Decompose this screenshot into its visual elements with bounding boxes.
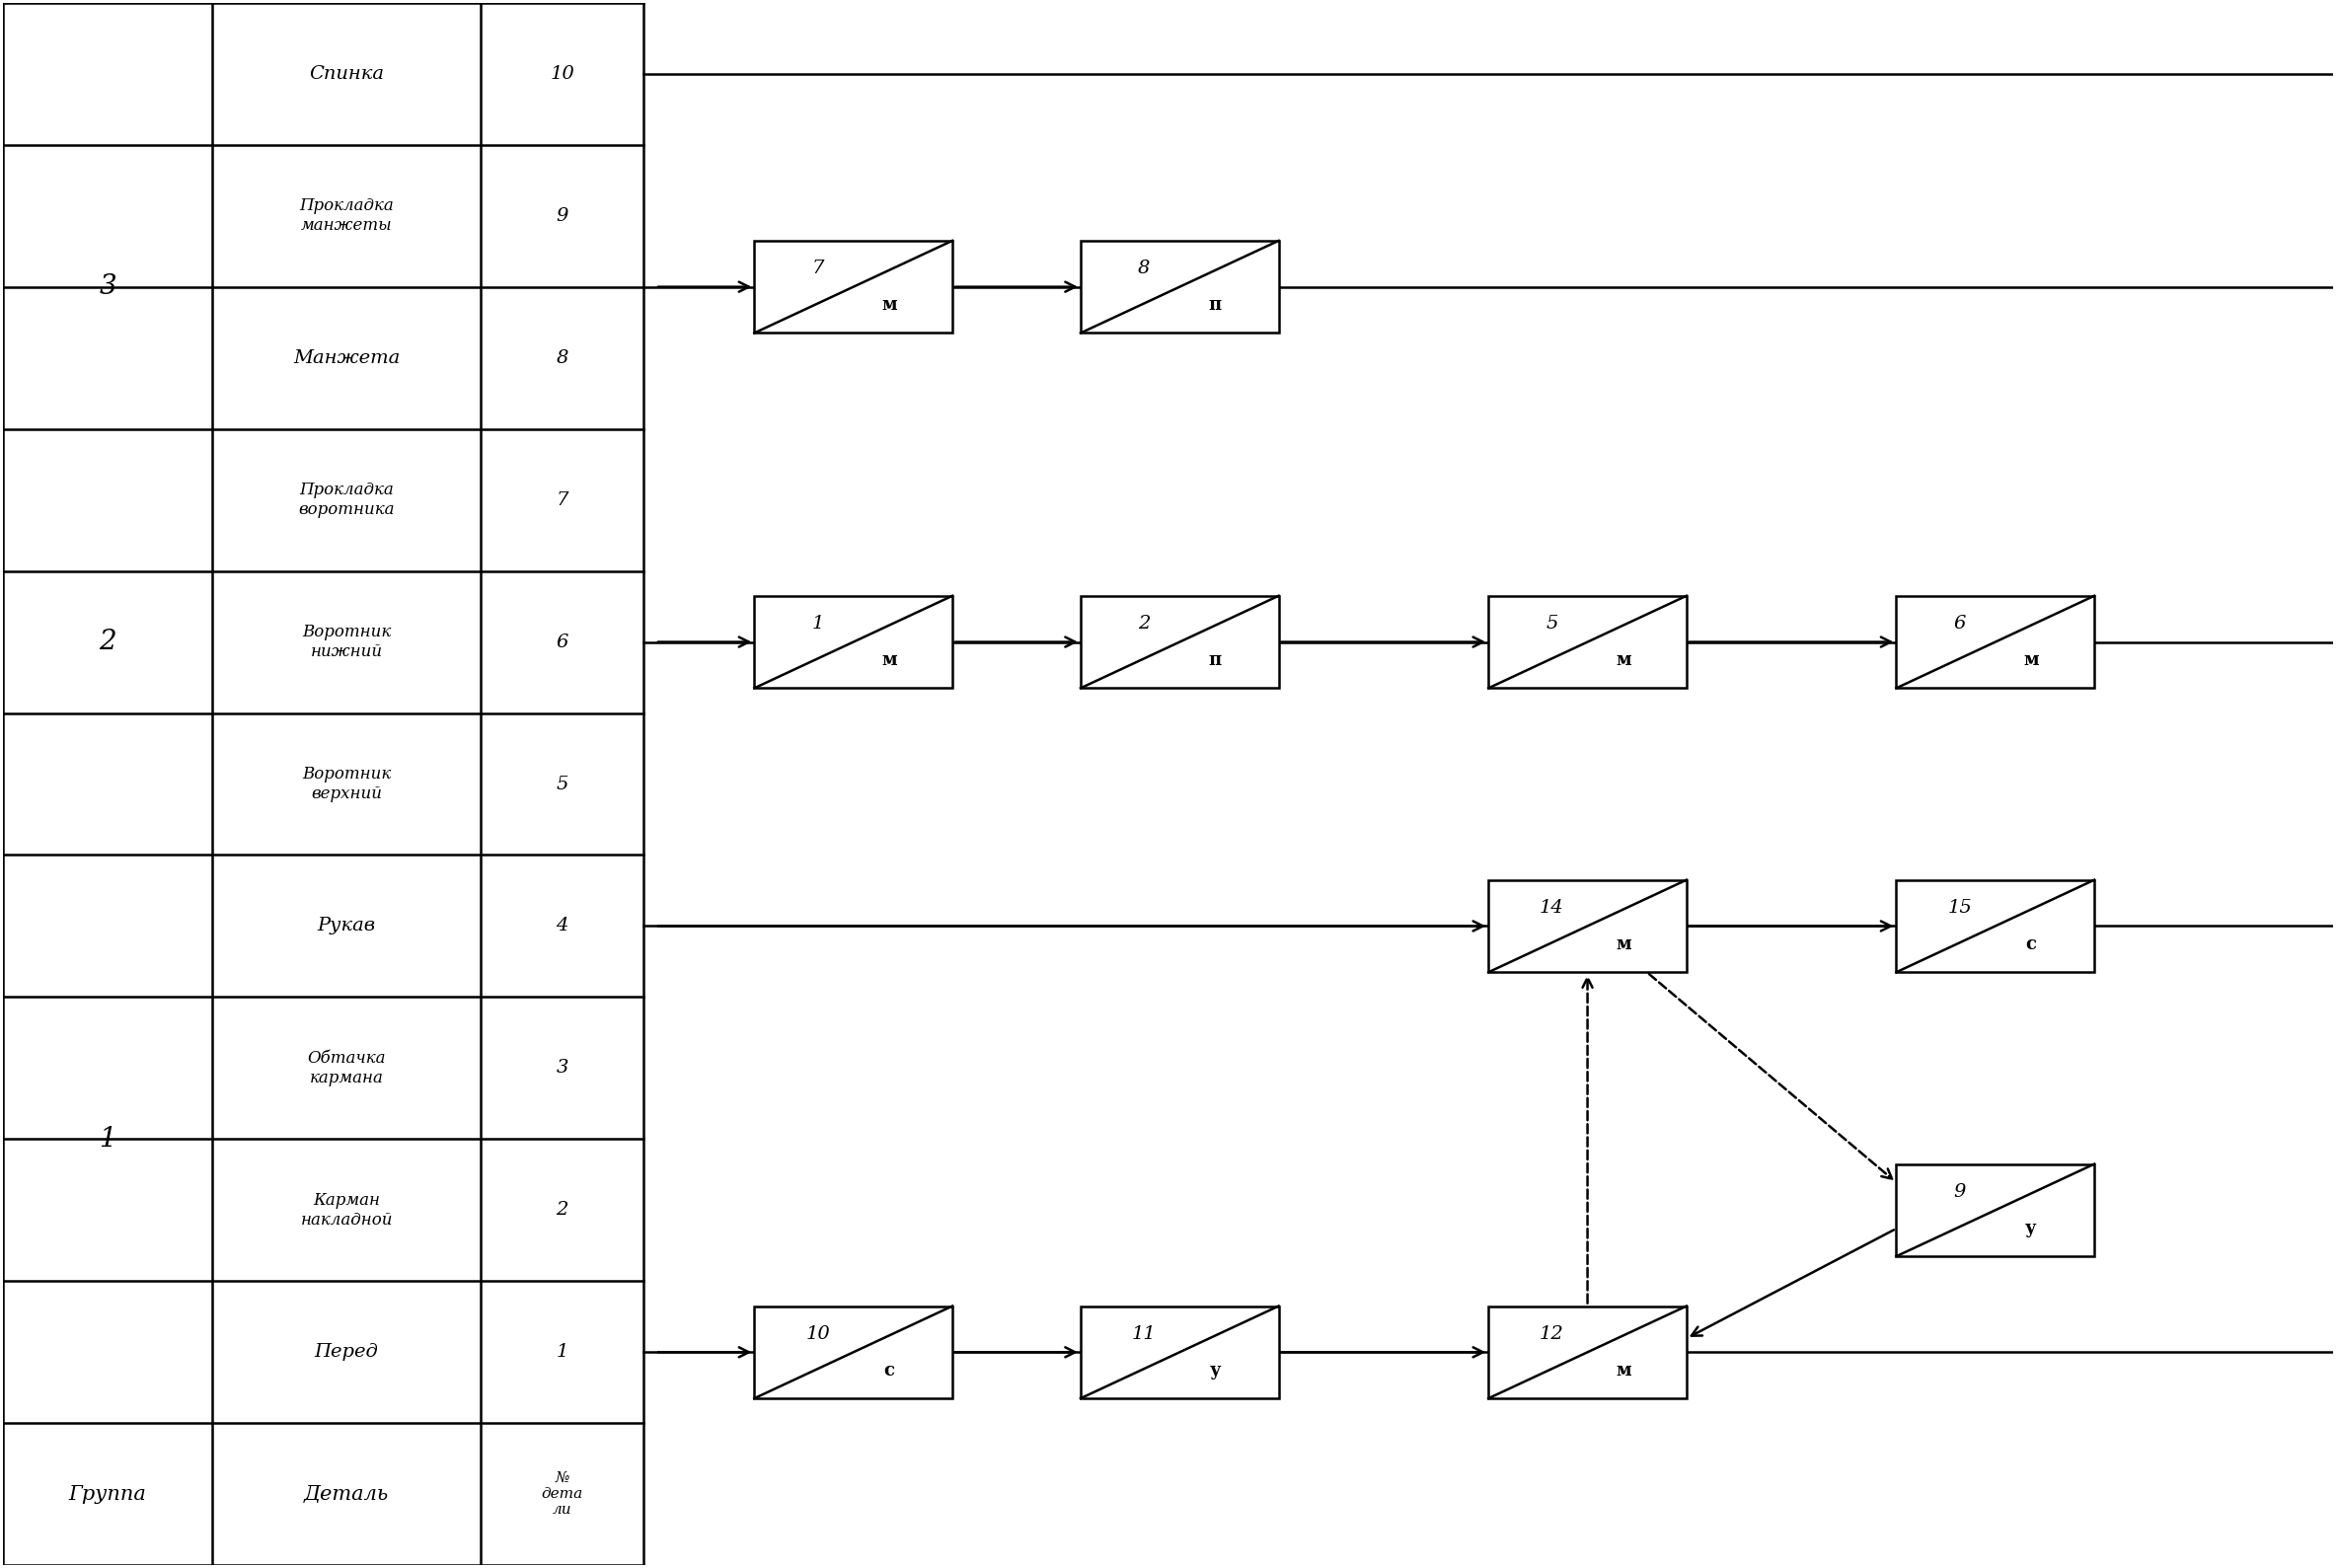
Text: 10: 10: [549, 64, 575, 83]
Text: м: м: [881, 652, 897, 670]
Text: у: у: [2025, 1220, 2037, 1237]
Text: 1: 1: [98, 1126, 117, 1152]
Text: №
дета
ли: № дета ли: [542, 1471, 584, 1518]
Text: п: п: [1208, 296, 1222, 314]
Text: м: м: [1617, 1361, 1631, 1380]
Text: м: м: [1617, 936, 1631, 953]
Text: Обтачка
кармана: Обтачка кармана: [308, 1051, 385, 1087]
Text: м: м: [1617, 652, 1631, 670]
Text: 9: 9: [556, 207, 568, 224]
Bar: [1488, 596, 1687, 688]
Text: с: с: [2025, 936, 2037, 953]
Text: Воротник
нижний: Воротник нижний: [301, 624, 390, 660]
Text: 2: 2: [1138, 615, 1149, 632]
Text: Группа: Группа: [68, 1485, 147, 1504]
Bar: [755, 240, 953, 332]
Text: у: у: [1210, 1361, 1222, 1380]
Text: 3: 3: [98, 273, 117, 299]
Text: 1: 1: [556, 1344, 568, 1361]
Text: 8: 8: [556, 350, 568, 367]
Text: 7: 7: [556, 491, 568, 508]
Text: 6: 6: [556, 633, 568, 651]
Text: 3: 3: [556, 1060, 568, 1077]
Bar: [1488, 880, 1687, 972]
Text: м: м: [2023, 652, 2039, 670]
Bar: [1082, 1306, 1278, 1399]
Bar: [755, 1306, 953, 1399]
Text: 1: 1: [811, 615, 825, 632]
Text: 15: 15: [1948, 898, 1972, 916]
Text: 5: 5: [1546, 615, 1558, 632]
Bar: [1897, 1163, 2095, 1256]
Text: 2: 2: [98, 629, 117, 655]
Bar: [1082, 596, 1278, 688]
Text: 14: 14: [1539, 898, 1565, 916]
Text: м: м: [881, 296, 897, 314]
Text: Манжета: Манжета: [292, 350, 399, 367]
Text: Воротник
верхний: Воротник верхний: [301, 765, 390, 803]
Bar: [1488, 1306, 1687, 1399]
Bar: [1897, 880, 2095, 972]
Text: 5: 5: [556, 775, 568, 793]
Text: Прокладка
воротника: Прокладка воротника: [299, 481, 395, 517]
Text: 6: 6: [1953, 615, 1967, 632]
Text: 10: 10: [806, 1325, 829, 1342]
Text: 4: 4: [556, 917, 568, 935]
Text: 7: 7: [811, 259, 825, 278]
Text: Перед: Перед: [315, 1344, 378, 1361]
Text: Деталь: Деталь: [304, 1485, 390, 1504]
Bar: [1082, 240, 1278, 332]
Text: Рукав: Рукав: [318, 917, 376, 935]
Text: 8: 8: [1138, 259, 1149, 278]
Text: 2: 2: [556, 1201, 568, 1218]
Text: 9: 9: [1953, 1182, 1967, 1201]
Text: п: п: [1208, 652, 1222, 670]
Bar: [755, 596, 953, 688]
Text: Прокладка
манжеты: Прокладка манжеты: [299, 198, 395, 234]
Text: с: с: [883, 1361, 895, 1380]
Bar: [1897, 596, 2095, 688]
Text: Карман
накладной: Карман накладной: [301, 1192, 392, 1228]
Text: 12: 12: [1539, 1325, 1565, 1342]
Text: Спинка: Спинка: [308, 64, 383, 83]
Text: 11: 11: [1131, 1325, 1156, 1342]
